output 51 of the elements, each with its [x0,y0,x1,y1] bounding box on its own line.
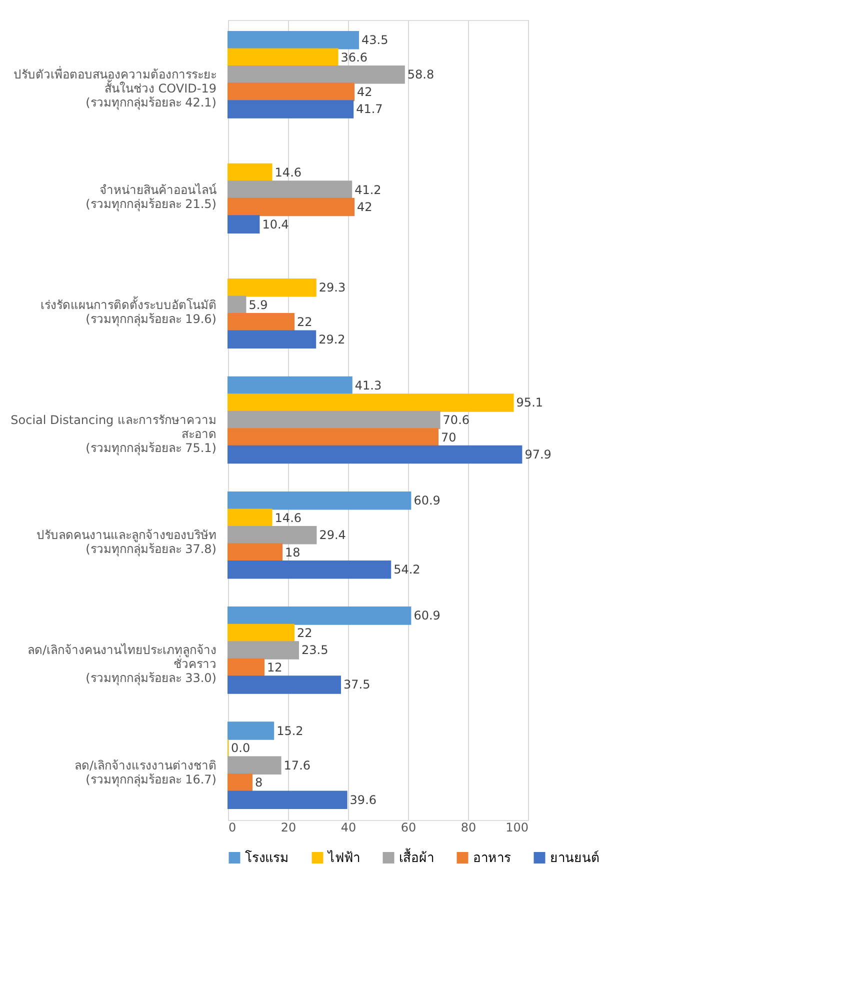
data-label: 22 [297,626,312,640]
legend-label: อาหาร [473,850,511,866]
data-label: 8 [255,776,263,790]
legend-label: โรงแรม [245,850,289,866]
data-label: 14.6 [274,510,302,525]
data-label: 23.5 [302,643,328,658]
y-tick-label: ลด/เลิกจ้างคนงานไทยประเภทลูกจ้าง ชั่วคราว (รวมทุกกลุ่มร้อยละ 33.0) [27,643,216,686]
x-tick-label: 20 [280,820,296,834]
data-label: 12 [267,660,282,674]
data-label: 41.2 [354,182,382,197]
legend-label: ยานยนต์ [550,850,599,866]
data-label: 22 [297,315,312,330]
data-label: 41.3 [354,378,382,392]
data-label: 5.9 [248,298,268,312]
data-label: 17.6 [284,758,311,772]
data-label: 0.0 [231,741,250,756]
data-label: 15.2 [276,724,304,738]
legend-label: ไฟฟ้า [327,850,360,866]
y-tick-label: ปรับลดคนงานและลูกจ้างของบริษัท (รวมทุกกลุ่มร้อยละ 37.8) [36,528,216,558]
data-label: 60.9 [414,608,440,623]
y-tick-label: เร่งรัดแผนการติดตั้งระบบอัตโนมัติ (รวมทุกกลุ่มร้อยละ 19.6) [40,296,216,327]
data-label: 41.7 [356,102,383,116]
x-tick-label: 100 [506,820,528,834]
data-label: 70.6 [442,413,470,427]
legend-label: เสื้อผ้า [399,848,434,866]
data-label: 70 [441,430,456,444]
data-label: 42 [357,84,372,99]
data-label: 37.5 [344,678,370,692]
data-label: 54.2 [394,562,420,577]
data-label: 95.1 [516,396,544,410]
data-label: 36.6 [340,50,368,64]
data-label: 58.8 [407,68,434,82]
x-tick-label: 40 [340,820,356,834]
data-label: 18 [285,545,300,560]
data-label: 14.6 [274,166,302,180]
x-tick-label: 0 [228,820,236,834]
data-label: 42 [357,200,372,214]
data-label: 10.4 [262,217,289,232]
y-tick-label: ลด/เลิกจ้างแรงงานต่างชาติ (รวมทุกกลุ่มร้อยละ 16.7) [74,758,216,788]
x-tick-label: 60 [400,820,416,834]
data-label: 97.9 [524,448,552,462]
data-label: 29.3 [318,280,346,295]
y-tick-label: ปรับตัวเพื่อตอบสนองความต้องการระยะ สั้นในช่วง COVID-19 (รวมทุกกลุ่มร้อยละ 42.1) [14,66,216,111]
data-label: 60.9 [414,494,440,508]
y-tick-label: จำหน่ายสินค้าออนไลน์ (รวมทุกกลุ่มร้อยละ 21.5) [86,182,216,212]
x-tick-label: 80 [460,820,476,834]
data-label: 39.6 [350,792,377,807]
data-label: 29.2 [318,332,346,346]
data-label: 43.5 [362,33,388,48]
data-label: 29.4 [319,528,346,542]
y-tick-label: Social Distancing และการรักษาความ สะอาด (รวมทุกกลุ่มร้อยละ 75.1) [10,413,216,456]
